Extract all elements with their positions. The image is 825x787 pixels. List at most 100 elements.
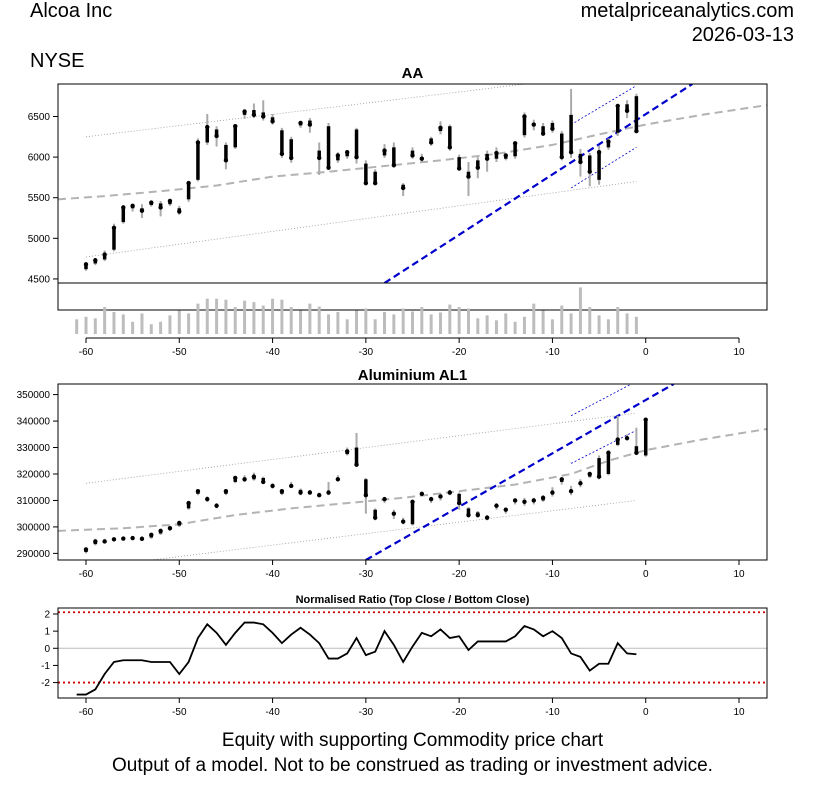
close-marker — [167, 526, 173, 531]
ratio-line — [76, 621, 637, 696]
close-marker — [270, 483, 275, 489]
close-marker — [251, 474, 257, 479]
plot-area — [58, 611, 767, 696]
close-marker — [606, 139, 611, 144]
close-marker — [624, 436, 630, 441]
close-marker — [531, 498, 536, 503]
x-tick-label: -50 — [172, 569, 187, 580]
close-marker — [568, 488, 574, 494]
close-marker — [83, 547, 89, 552]
plot-area — [58, 384, 767, 560]
footer-disclaimer: Output of a model. Not to be construed a… — [112, 755, 713, 776]
close-marker — [475, 165, 481, 170]
close-marker — [512, 141, 518, 146]
close-marker — [596, 474, 602, 479]
close-marker — [195, 488, 201, 494]
close-marker — [289, 483, 294, 489]
close-marker — [121, 536, 126, 541]
close-marker — [167, 198, 173, 204]
x-tick-label: 0 — [643, 569, 649, 580]
close-marker — [382, 148, 387, 153]
close-marker — [634, 128, 639, 134]
close-marker — [307, 490, 313, 495]
close-marker — [419, 491, 425, 497]
close-marker — [83, 262, 89, 267]
close-marker — [522, 114, 527, 119]
close-marker — [261, 479, 266, 485]
close-marker — [344, 449, 350, 454]
close-marker — [354, 462, 359, 467]
y-tick-label: 330000 — [17, 443, 51, 454]
x-tick-label: -20 — [452, 707, 467, 718]
y-tick-label: 350000 — [17, 390, 51, 401]
close-marker — [615, 103, 620, 109]
close-marker — [335, 477, 341, 482]
close-marker — [139, 208, 145, 213]
x-tick-label: -60 — [79, 707, 94, 718]
close-marker — [102, 539, 107, 544]
close-marker — [438, 494, 443, 499]
close-marker — [317, 492, 322, 498]
x-tick-label: 10 — [733, 569, 745, 580]
x-tick-label: -50 — [172, 707, 187, 718]
close-marker — [223, 158, 229, 163]
trend-channel-upper — [570, 384, 633, 417]
close-marker — [372, 515, 378, 520]
close-marker — [158, 528, 163, 534]
close-marker — [428, 140, 434, 145]
close-marker — [419, 156, 425, 161]
close-marker — [93, 539, 98, 544]
close-marker — [382, 496, 387, 502]
panel-title: Normalised Ratio (Top Close / Bottom Clo… — [296, 594, 530, 606]
close-marker — [391, 163, 397, 168]
exchange-name: NYSE — [30, 50, 85, 72]
x-tick-label: -50 — [172, 347, 187, 358]
close-marker — [494, 503, 499, 508]
close-marker — [261, 114, 266, 119]
close-marker — [596, 150, 602, 155]
x-tick-label: -60 — [79, 347, 94, 358]
y-tick-label: 5500 — [28, 193, 51, 204]
close-marker — [503, 507, 508, 512]
close-marker — [484, 515, 490, 520]
x-tick-label: 10 — [733, 707, 745, 718]
plot-area — [58, 84, 767, 283]
y-tick-label: -2 — [41, 678, 50, 689]
close-marker — [372, 180, 378, 186]
close-marker — [279, 488, 285, 494]
close-marker — [624, 108, 630, 114]
y-tick-label: 0 — [44, 644, 50, 655]
close-marker — [643, 417, 648, 422]
close-marker — [400, 519, 406, 524]
close-marker — [606, 450, 611, 456]
report-date: 2026-03-13 — [691, 24, 794, 46]
close-marker — [410, 153, 415, 158]
close-marker — [102, 252, 107, 257]
close-marker — [466, 174, 471, 179]
y-tick-label: 320000 — [17, 469, 51, 480]
company-name: Alcoa Inc — [30, 0, 113, 22]
close-marker — [559, 154, 564, 160]
close-marker — [186, 180, 191, 186]
y-tick-label: 6000 — [28, 153, 51, 164]
trend-channel-upper — [570, 85, 637, 125]
close-marker — [466, 512, 471, 518]
close-marker — [270, 119, 275, 124]
close-marker — [130, 535, 135, 541]
close-marker — [111, 225, 117, 230]
close-marker — [317, 155, 322, 161]
close-marker — [233, 475, 238, 481]
close-marker — [550, 490, 555, 495]
close-marker — [130, 203, 135, 209]
close-marker — [111, 537, 117, 542]
x-tick-label: -30 — [359, 569, 374, 580]
close-marker — [298, 490, 303, 495]
close-marker — [214, 503, 219, 508]
close-marker — [289, 155, 294, 161]
close-marker — [410, 499, 415, 504]
volume-frame — [57, 282, 768, 311]
close-marker — [363, 492, 369, 498]
channel-upper-line — [85, 412, 637, 484]
y-tick-label: 340000 — [17, 417, 51, 428]
panel-frame — [57, 83, 768, 284]
